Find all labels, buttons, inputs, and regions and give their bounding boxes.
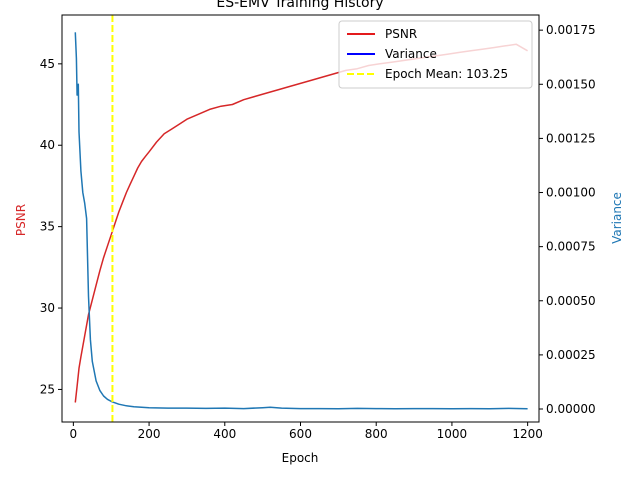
legend-box [338,20,533,89]
x-axis-label: Epoch [282,451,319,465]
y-right-tick-label: 0.00075 [546,240,596,254]
y-axis-left-label: PSNR [14,204,28,236]
y-right-tick-label: 0.00175 [546,23,596,37]
chart-title: ES-EMV Training History [216,0,383,11]
series-line-variance [74,32,528,410]
y-right-tick-label: 0.00100 [546,186,596,200]
y-right-tick-label: 0.00050 [546,294,596,308]
series-line-psnr [74,43,528,403]
y-axis-right: 0.00000 0.00025 0.00050 0.00075 0.00100 0.001… [539,23,596,416]
y-right-tick-label: 0.00125 [546,131,596,145]
x-tick-label: 600 [289,427,312,441]
x-tick-label: 0 [70,427,78,441]
x-tick-label: 1000 [437,427,468,441]
legend-label: Epoch Mean: 103.25 [385,67,508,81]
y-right-tick-label: 0.00150 [546,77,596,91]
y-axis-right-label: Variance [610,192,624,244]
y-axis-left: 25 30 35 40 45 [40,57,62,396]
y-left-tick-label: 30 [40,301,55,315]
x-tick-label: 200 [138,427,161,441]
legend-label: PSNR [385,27,417,41]
y-left-tick-label: 35 [40,220,55,234]
y-right-tick-label: 0.00000 [546,402,596,416]
y-right-tick-label: 0.00025 [546,348,596,362]
x-tick-label: 400 [213,427,236,441]
x-tick-label: 1200 [512,427,543,441]
y-left-tick-label: 25 [40,382,55,396]
legend: PSNR Variance Epoch Mean: 103.25 [338,20,533,89]
x-axis: 0 200 400 600 800 1000 1200 [70,422,543,441]
y-left-tick-label: 45 [40,57,55,71]
x-tick-label: 800 [365,427,388,441]
y-left-tick-label: 40 [40,138,55,152]
legend-label: Variance [385,47,437,61]
